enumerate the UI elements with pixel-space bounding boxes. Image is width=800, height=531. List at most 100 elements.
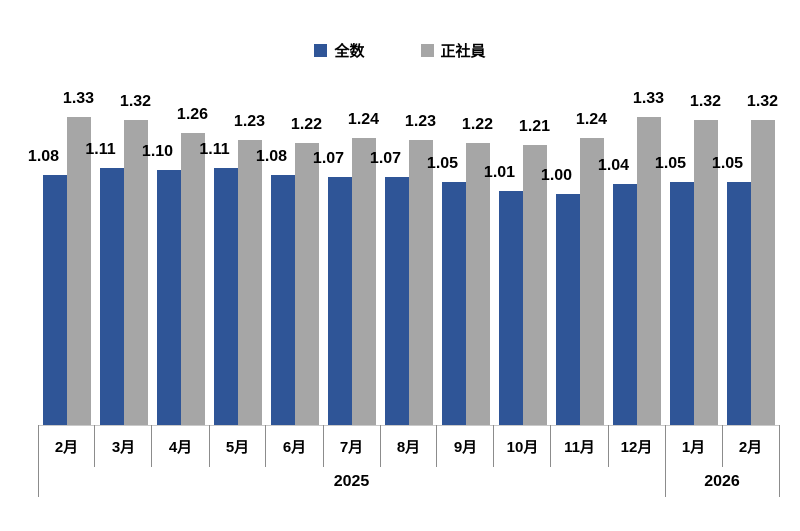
month-label-10: 11月 <box>564 439 595 456</box>
year-separator-tick-0 <box>37 425 39 497</box>
plot-area: 1.08 1.33 1.11 1.32 1.10 1.26 1.11 1.23 1.08 1.22… <box>28 90 779 425</box>
bar-group-12: 1.05 1.32 <box>655 93 722 425</box>
bar-group-4: 1.11 1.23 <box>199 101 266 425</box>
year-label-2026: 2026 <box>704 473 740 490</box>
bar-seishain-6: 1.24 <box>348 111 379 425</box>
bar-value-label-zensuu-6: 1.07 <box>312 150 345 168</box>
year-axis: 2025 2026 <box>38 467 779 497</box>
bar-zensuu-3: 1.10 <box>142 143 181 425</box>
legend-swatch-gray <box>420 44 434 57</box>
bar-group-13: 1.05 1.32 <box>712 93 779 425</box>
bar-seishain-3: 1.26 <box>177 106 208 425</box>
bar-group-1: 1.08 1.33 <box>28 90 95 425</box>
bar-zensuu-10: 1.00 <box>541 167 580 425</box>
bar-zensuu-5: 1.08 <box>256 148 295 425</box>
legend-label-seishain: 正社員 <box>440 43 486 60</box>
bar-group-2: 1.11 1.32 <box>85 93 152 425</box>
bar-value-label-seishain-9: 1.21 <box>518 117 551 135</box>
bar-zensuu-6: 1.07 <box>313 150 352 425</box>
legend-item-zensuu: 全数 <box>314 40 365 61</box>
month-label-7: 8月 <box>396 439 421 456</box>
month-separator-tick-10 <box>607 425 609 467</box>
bar-value-label-seishain-7: 1.23 <box>404 113 437 131</box>
bar-value-label-seishain-8: 1.22 <box>461 115 494 133</box>
bar-zensuu-2: 1.11 <box>85 141 124 425</box>
bar-group-5: 1.08 1.22 <box>256 101 323 425</box>
bar-zensuu-1: 1.08 <box>28 148 67 425</box>
bar-zensuu-12: 1.05 <box>655 155 694 425</box>
month-label-11: 12月 <box>620 439 653 456</box>
legend-label-zensuu: 全数 <box>334 43 365 60</box>
month-separator-tick-9 <box>550 425 552 467</box>
bar-seishain-7: 1.23 <box>405 113 436 425</box>
month-separator-tick-1 <box>94 425 96 467</box>
year-label-2025: 2025 <box>333 473 370 490</box>
bar-group-7: 1.07 1.23 <box>370 101 437 425</box>
bar-seishain-5: 1.22 <box>291 116 322 425</box>
axis-ticks <box>37 425 780 497</box>
month-label-5: 6月 <box>282 439 307 456</box>
legend-swatch-blue <box>314 44 328 57</box>
month-label-3: 4月 <box>168 439 193 456</box>
month-axis: 2月 3月 4月 5月 6月 7月 8月 9月 10月 11月 12月 1月 2月 <box>38 426 779 467</box>
bar-seishain-8: 1.22 <box>462 116 493 425</box>
month-separator-tick-5 <box>322 425 324 467</box>
bar-value-label-seishain-13: 1.32 <box>746 92 779 110</box>
month-label-8: 9月 <box>453 439 478 456</box>
bar-value-label-zensuu-4: 1.11 <box>199 141 230 159</box>
bar-value-label-zensuu-13: 1.05 <box>711 155 744 172</box>
bar-value-label-seishain-1: 1.33 <box>62 90 95 108</box>
x-axis-line <box>38 425 779 426</box>
bar-zensuu-13: 1.05 <box>712 155 751 425</box>
bar-group-9: 1.01 1.21 <box>484 101 551 425</box>
year-separator-tick-13 <box>778 425 780 497</box>
bar-zensuu-8: 1.05 <box>427 155 466 425</box>
bar-zensuu-7: 1.07 <box>370 150 409 425</box>
bar-seishain-11: 1.33 <box>633 90 664 425</box>
bar-group-3: 1.10 1.26 <box>142 101 209 425</box>
legend: 全数 正社員 <box>0 40 800 61</box>
month-label-4: 5月 <box>225 439 250 456</box>
bar-group-10: 1.00 1.24 <box>541 101 608 425</box>
bar-value-label-seishain-2: 1.32 <box>119 92 152 110</box>
bar-seishain-1: 1.33 <box>63 90 94 425</box>
month-label-13: 2月 <box>738 439 763 456</box>
bar-value-label-zensuu-10: 1.00 <box>540 166 573 184</box>
bar-value-label-zensuu-11: 1.04 <box>597 157 630 175</box>
bar-value-label-seishain-10: 1.24 <box>575 111 608 129</box>
month-separator-tick-6 <box>379 425 381 467</box>
year-separator-tick-11 <box>664 425 666 497</box>
bar-seishain-9: 1.21 <box>519 118 550 425</box>
bar-zensuu-9: 1.01 <box>484 164 523 425</box>
bar-group-11: 1.04 1.33 <box>598 90 665 425</box>
bar-value-label-zensuu-12: 1.05 <box>654 155 687 172</box>
bar-seishain-12: 1.32 <box>690 93 721 425</box>
month-label-12: 1月 <box>681 439 706 456</box>
bar-value-label-seishain-3: 1.26 <box>176 106 209 124</box>
month-label-9: 10月 <box>506 439 539 456</box>
bar-seishain-4: 1.23 <box>234 113 265 425</box>
month-separator-tick-4 <box>265 425 267 467</box>
bar-value-label-zensuu-5: 1.08 <box>255 148 288 166</box>
bar-value-label-seishain-12: 1.32 <box>689 92 722 110</box>
legend-item-seishain: 正社員 <box>420 40 486 61</box>
month-separator-tick-7 <box>436 425 438 467</box>
bar-group-8: 1.05 1.22 <box>427 101 494 425</box>
bar-value-label-zensuu-1: 1.08 <box>27 148 60 166</box>
bar-value-label-zensuu-2: 1.11 <box>85 141 116 159</box>
bar-seishain-2: 1.32 <box>120 93 151 425</box>
month-label-6: 7月 <box>339 439 364 456</box>
bar-value-label-seishain-5: 1.22 <box>290 115 323 133</box>
month-separator-tick-2 <box>151 425 153 467</box>
bar-value-label-seishain-4: 1.23 <box>233 113 266 131</box>
bar-seishain-13: 1.32 <box>747 93 778 425</box>
month-separator-tick-3 <box>208 425 210 467</box>
bar-zensuu-4: 1.11 <box>199 141 238 425</box>
bar-value-label-zensuu-9: 1.01 <box>483 164 516 182</box>
bar-zensuu-11: 1.04 <box>598 157 637 425</box>
bar-value-label-zensuu-8: 1.05 <box>426 155 459 172</box>
month-separator-tick-12 <box>721 425 723 467</box>
bar-value-label-zensuu-7: 1.07 <box>369 150 402 168</box>
bar-group-6: 1.07 1.24 <box>313 101 380 425</box>
